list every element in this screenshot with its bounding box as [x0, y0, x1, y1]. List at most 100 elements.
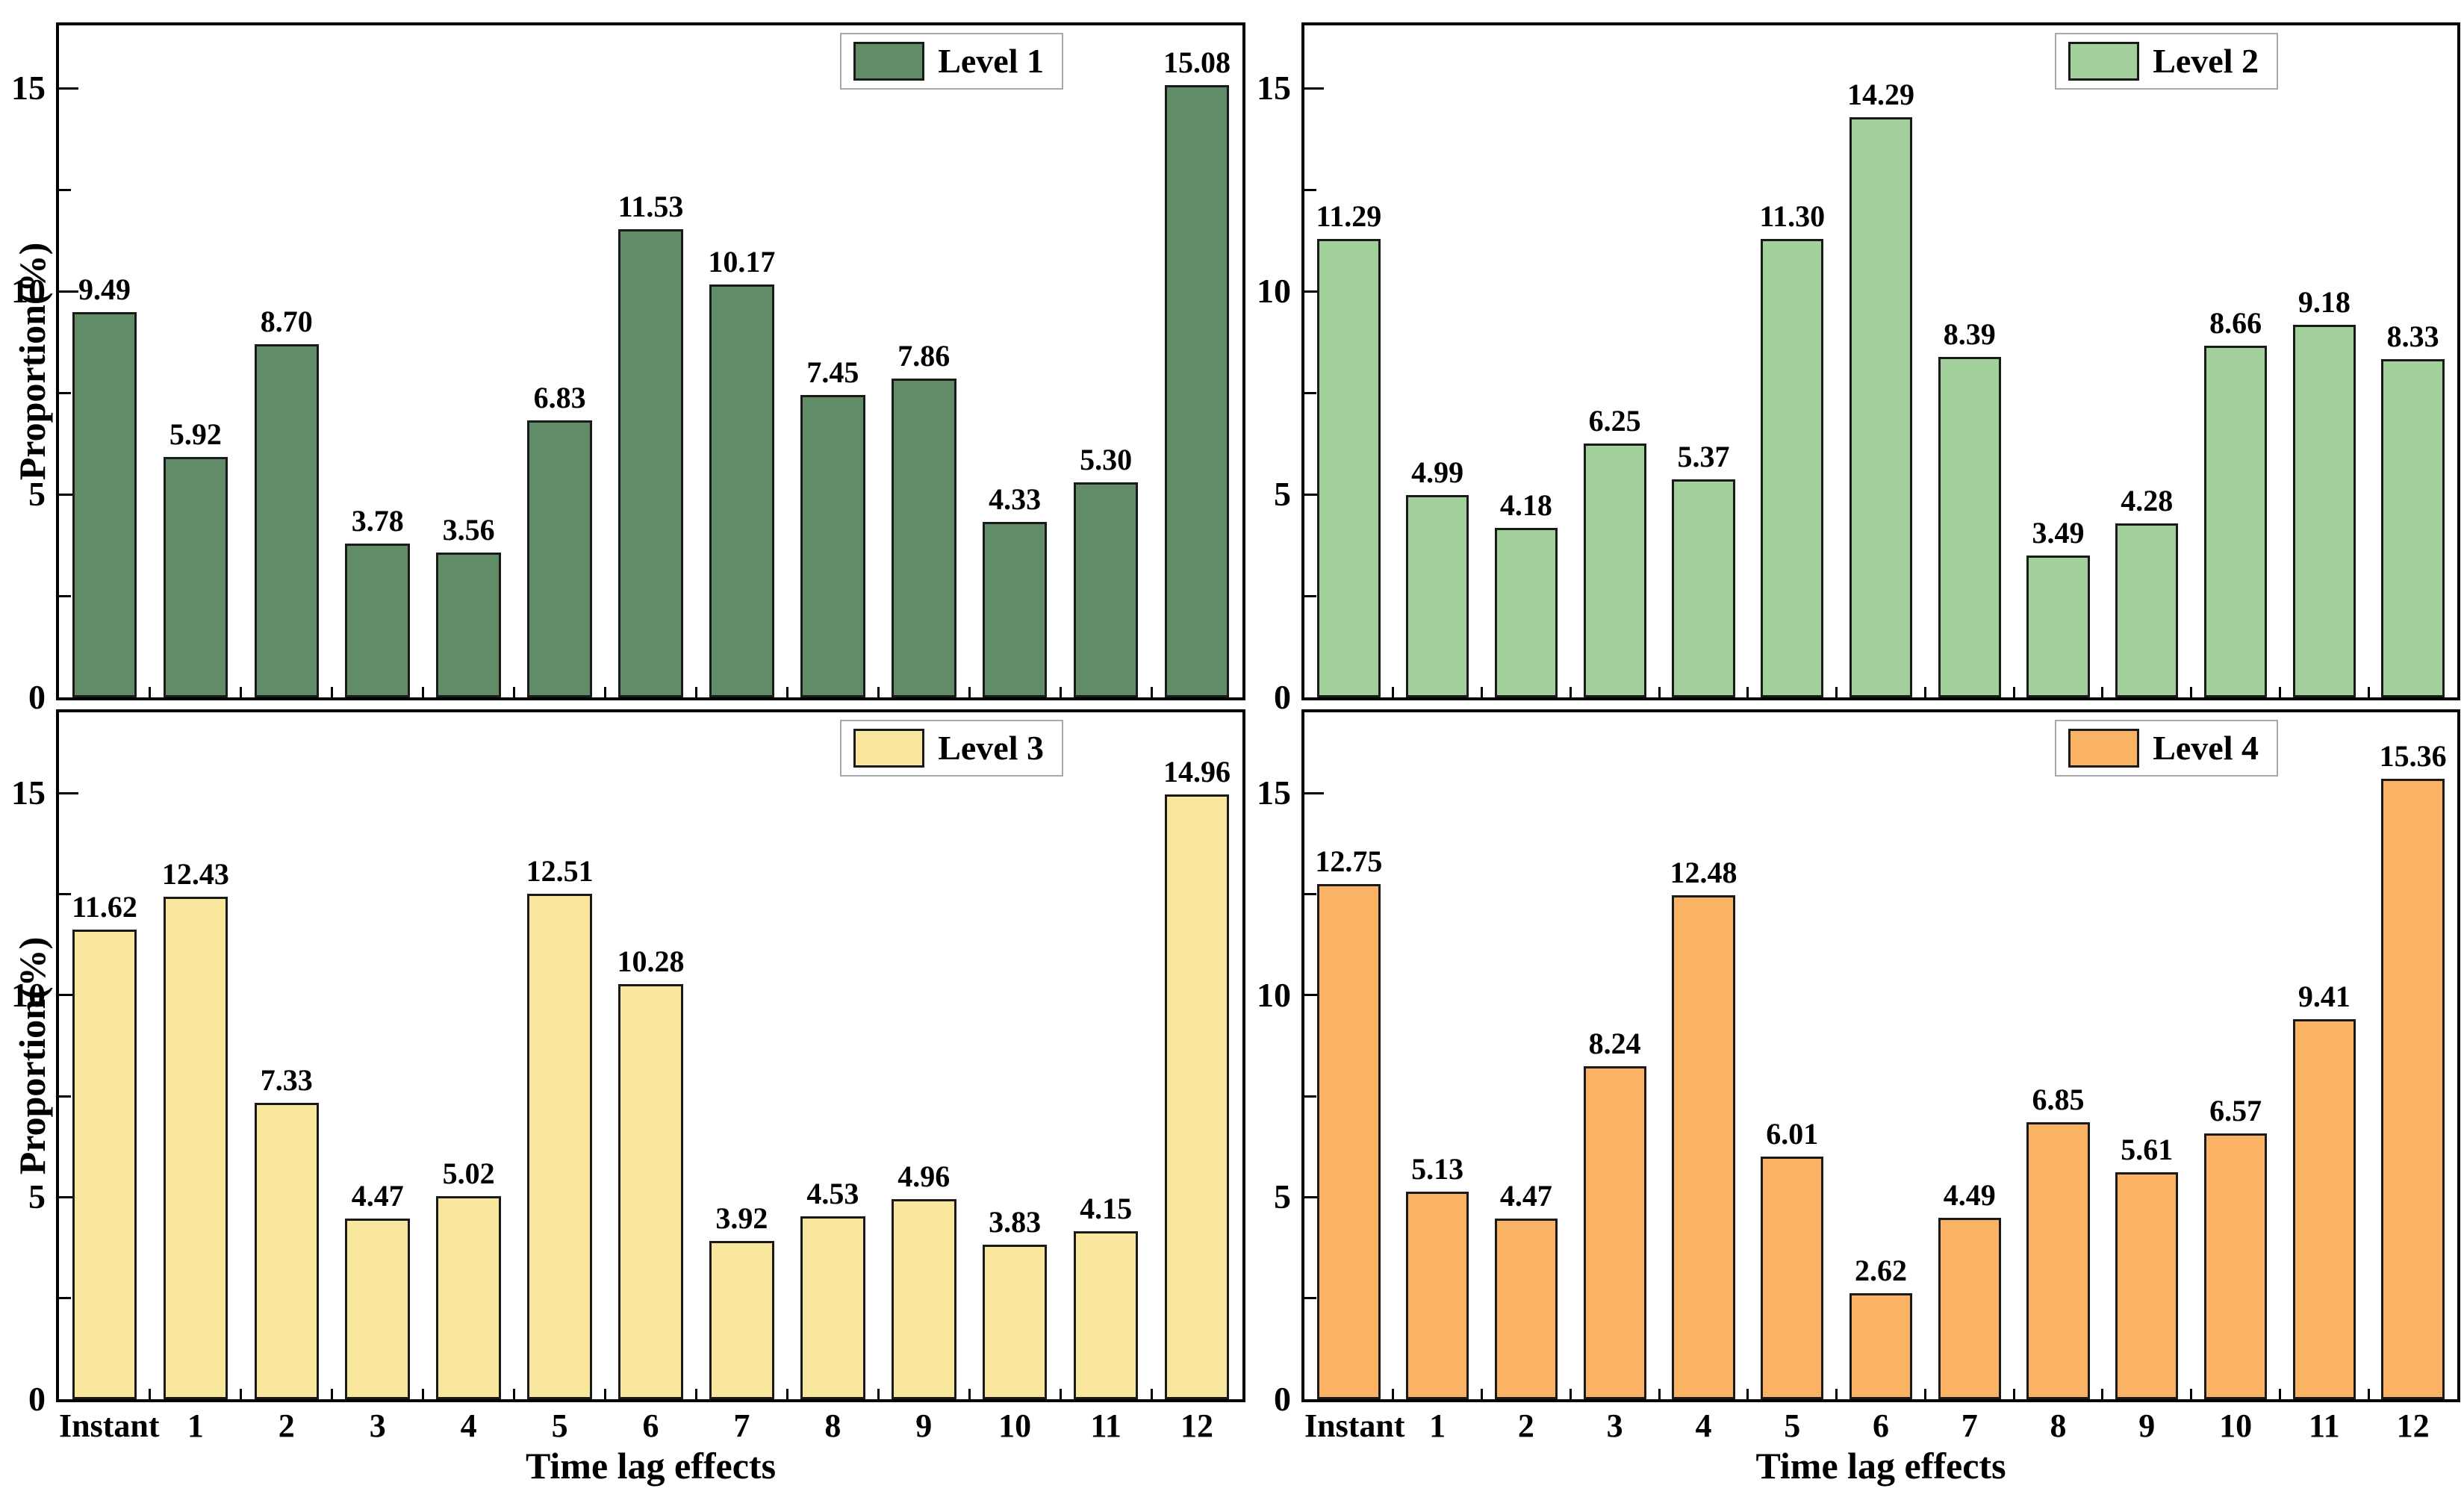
bar-level-2-6 [1849, 116, 1913, 697]
bar-level-1-12 [1164, 84, 1230, 697]
bar-level-2-4 [1672, 479, 1735, 697]
bar-level-4-8 [2026, 1122, 2090, 1399]
y-axis-minor-tick [59, 594, 71, 597]
legend-swatch-level-1 [853, 42, 925, 81]
bar-value-label: 14.29 [1847, 77, 1914, 111]
x-axis-minor-tick [968, 1389, 971, 1399]
bar-level-3-8 [800, 1216, 865, 1399]
bar-value-label: 11.53 [617, 190, 684, 223]
x-tick-label-7: 7 [1961, 1407, 1978, 1444]
x-tick-label-instant: Instant [1304, 1407, 1405, 1444]
y-axis-minor-tick [1304, 1297, 1316, 1300]
x-tick-label-5: 5 [1784, 1407, 1801, 1444]
bar-level-4-5 [1761, 1156, 1824, 1399]
x-axis-minor-tick [2190, 687, 2193, 697]
y-axis-title: Proportion(%) [11, 242, 53, 481]
bar-value-label: 4.47 [1499, 1179, 1552, 1213]
bar-value-label: 12.43 [161, 857, 229, 892]
bar-value-label: 3.49 [2032, 516, 2085, 550]
x-tick-label-9: 9 [915, 1407, 933, 1444]
bar-level-3-9 [891, 1198, 956, 1399]
bar-value-label: 6.83 [533, 380, 586, 414]
y-axis-minor-tick [59, 188, 71, 191]
x-tick-label-8: 8 [2050, 1407, 2067, 1444]
bar-value-label: 5.37 [1677, 439, 1730, 473]
x-axis-minor-tick [331, 687, 334, 697]
chart-panel-level-4: 5 10 15 0 12.75 5.13 4.47 8.24 12.48 6.01 2.62 4.49… [1257, 709, 2460, 1484]
bar-level-4-3 [1583, 1066, 1646, 1399]
x-axis-minor-tick [1059, 687, 1062, 697]
bar-level-2-11 [2292, 324, 2356, 697]
bar-level-4-instant [1317, 884, 1381, 1399]
bar-value-label: 4.33 [989, 482, 1042, 516]
x-axis-minor-tick [422, 687, 425, 697]
bar-level-2-instant [1317, 239, 1381, 697]
y-tick-label: 5 [28, 1177, 46, 1216]
x-axis-minor-tick [1658, 1389, 1661, 1399]
bar-value-label: 8.39 [1943, 317, 1996, 351]
x-axis-minor-tick [2190, 1389, 2193, 1399]
bar-level-2-8 [2026, 556, 2090, 697]
x-tick-label-4: 4 [460, 1407, 477, 1444]
legend-swatch-level-3 [853, 729, 925, 768]
x-axis-minor-tick [1746, 687, 1749, 697]
x-axis-minor-tick [694, 687, 697, 697]
bar-value-label: 12.51 [526, 854, 594, 888]
bar-value-label: 5.61 [2121, 1133, 2174, 1167]
bar-value-label: 15.36 [2379, 738, 2447, 773]
y-axis-major-tick [1304, 290, 1324, 293]
bar-value-label: 7.45 [806, 355, 859, 389]
x-axis-minor-tick [2278, 1389, 2281, 1399]
legend-label-level-3: Level 3 [938, 729, 1044, 767]
bar-level-3-12 [1164, 794, 1230, 1399]
bar-level-2-3 [1583, 444, 1646, 697]
x-tick-label-5: 5 [551, 1407, 568, 1444]
bar-level-4-4 [1672, 894, 1735, 1399]
bar-level-4-12 [2381, 778, 2445, 1399]
bar-value-label: 11.62 [72, 890, 137, 924]
y-axis-major-tick [59, 1195, 78, 1198]
x-tick-label-11: 11 [1090, 1407, 1121, 1444]
x-axis-minor-tick [1481, 1389, 1484, 1399]
x-tick-label-3: 3 [369, 1407, 386, 1444]
x-tick-label-11: 11 [2309, 1407, 2340, 1444]
y-tick-label: 10 [1257, 272, 1291, 311]
bar-value-label: 5.92 [169, 417, 222, 452]
x-axis-minor-tick [785, 1389, 788, 1399]
x-axis-title: Time lag effects [525, 1445, 777, 1487]
x-tick-label-6: 6 [1872, 1407, 1889, 1444]
y-tick-label: 15 [1257, 69, 1291, 108]
legend-label-level-4: Level 4 [2153, 729, 2259, 767]
x-axis-minor-tick [694, 1389, 697, 1399]
y-axis-major-tick [59, 87, 78, 90]
x-axis-minor-tick [1392, 1389, 1395, 1399]
x-tick-label-1: 1 [187, 1407, 204, 1444]
bar-level-4-6 [1849, 1293, 1913, 1399]
y-axis-major-tick [1304, 1195, 1324, 1198]
bar-value-label: 6.57 [2209, 1094, 2262, 1128]
bar-level-4-10 [2203, 1133, 2268, 1399]
bar-value-label: 11.30 [1759, 199, 1826, 233]
bar-level-3-6 [618, 983, 683, 1399]
bar-level-1-2 [254, 343, 320, 697]
bar-value-label: 4.96 [897, 1159, 951, 1193]
bar-value-label: 4.49 [1943, 1178, 1996, 1213]
bar-level-2-2 [1494, 527, 1558, 697]
x-axis-minor-tick [1150, 1389, 1153, 1399]
y-axis-minor-tick [1304, 594, 1316, 597]
bar-level-1-instant [72, 311, 137, 697]
bar-value-label: 6.85 [2032, 1083, 2085, 1117]
bar-value-label: 4.53 [806, 1176, 859, 1210]
bar-level-3-10 [982, 1244, 1048, 1399]
legend-level-4: Level 4 [2055, 720, 2278, 777]
x-tick-label-12: 12 [1180, 1407, 1214, 1444]
bar-level-3-3 [345, 1219, 410, 1399]
bar-level-4-11 [2292, 1018, 2356, 1399]
y-axis-major-tick [1304, 493, 1324, 496]
x-axis-minor-tick [2012, 1389, 2015, 1399]
y-axis-minor-tick [59, 391, 71, 394]
bar-value-label: 3.92 [715, 1201, 768, 1235]
chart-panel-level-1: 5 10 15 0 9.49 5.92 8.70 3.78 3.56 6.83 11.53 10.17… [11, 22, 1245, 715]
y-tick-label: 10 [11, 272, 46, 311]
bar-level-1-10 [982, 521, 1048, 697]
